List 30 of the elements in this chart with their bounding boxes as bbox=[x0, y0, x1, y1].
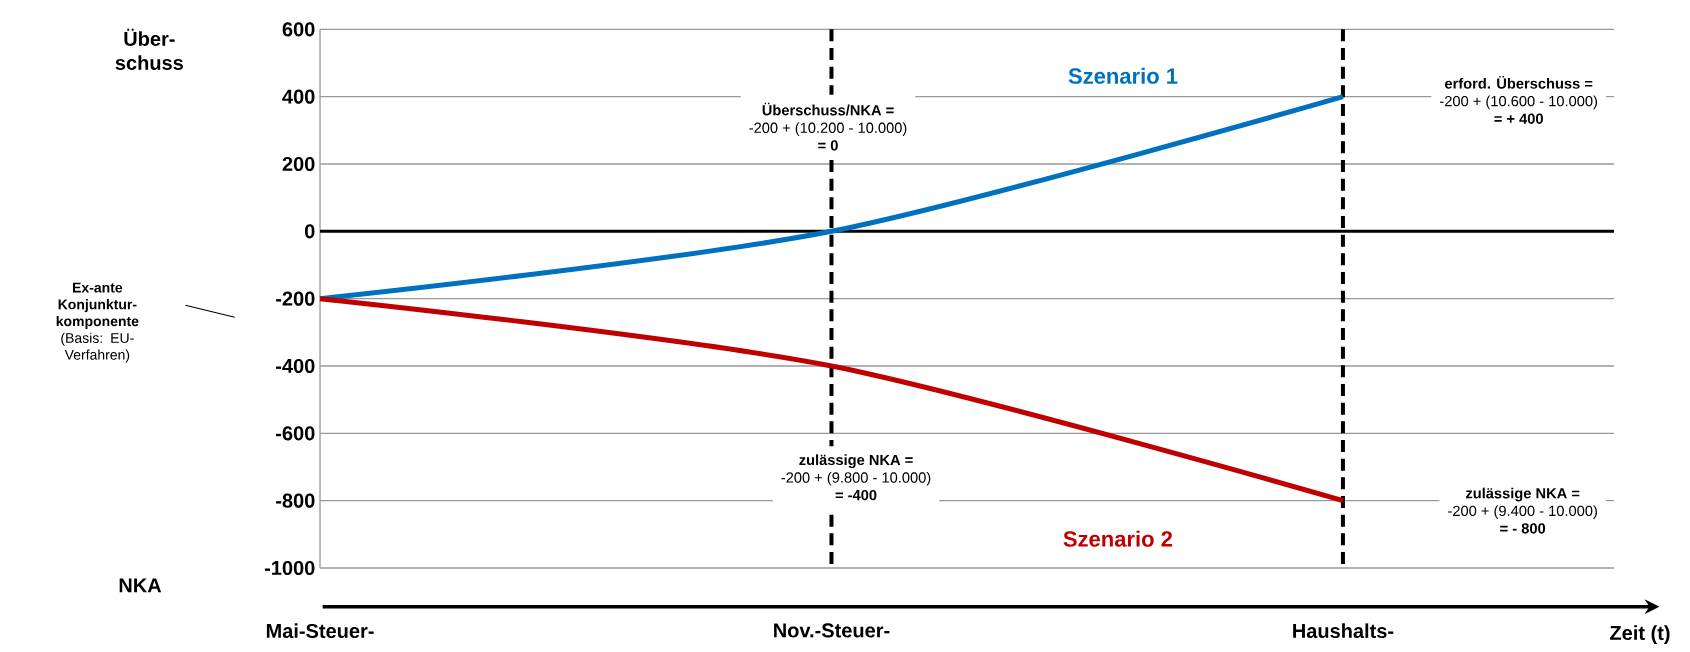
y-tick-label: 200 bbox=[282, 156, 315, 172]
x-tick-label: Mai-Steuer- bbox=[266, 623, 374, 639]
annotation: -200 + (10.600 - 10.000) bbox=[1440, 95, 1598, 110]
text: NKA bbox=[119, 578, 162, 593]
annotation: = -400 bbox=[835, 489, 877, 501]
text: Szenario 2 bbox=[1063, 530, 1173, 547]
annotation: = + 400 bbox=[1494, 113, 1543, 124]
annotation: = 0 bbox=[818, 140, 838, 151]
annotation: -200 + (10.200 - 10.000) bbox=[749, 122, 907, 136]
annotation: -200 + (9.400 - 10.000) bbox=[1448, 505, 1597, 519]
text: Über-schuss bbox=[115, 28, 183, 70]
text: Szenario 1 bbox=[1068, 67, 1178, 84]
x-tick-label: Haushalts- bbox=[1293, 623, 1394, 639]
y-tick-label: 0 bbox=[304, 224, 315, 239]
text: Ex-ante Konjunktur-komponente (Basis: EU-Verfahren) bbox=[56, 282, 139, 363]
annotation: = - 800 bbox=[1500, 523, 1546, 534]
y-tick-label: -200 bbox=[276, 291, 315, 306]
y-tick-label: -800 bbox=[276, 493, 315, 508]
annotation: zulässige NKA = bbox=[799, 454, 913, 469]
annotation: erford. Überschuss = bbox=[1445, 76, 1593, 89]
annotation: -200 + (9.800 - 10.000) bbox=[781, 471, 931, 486]
annotation: Überschuss/NKA = bbox=[762, 102, 894, 116]
y-tick-label: 600 bbox=[282, 22, 315, 37]
annotation: zulässige NKA = bbox=[1466, 487, 1580, 502]
y-tick-label: 400 bbox=[282, 89, 315, 104]
x-tick-label: Nov.-Steuer- bbox=[774, 623, 890, 638]
y-tick-label: -400 bbox=[276, 358, 315, 374]
y-tick-label: -600 bbox=[276, 426, 315, 441]
x-axis-title: Zeit (t) bbox=[1610, 625, 1670, 644]
y-tick-label: -1000 bbox=[264, 560, 315, 576]
